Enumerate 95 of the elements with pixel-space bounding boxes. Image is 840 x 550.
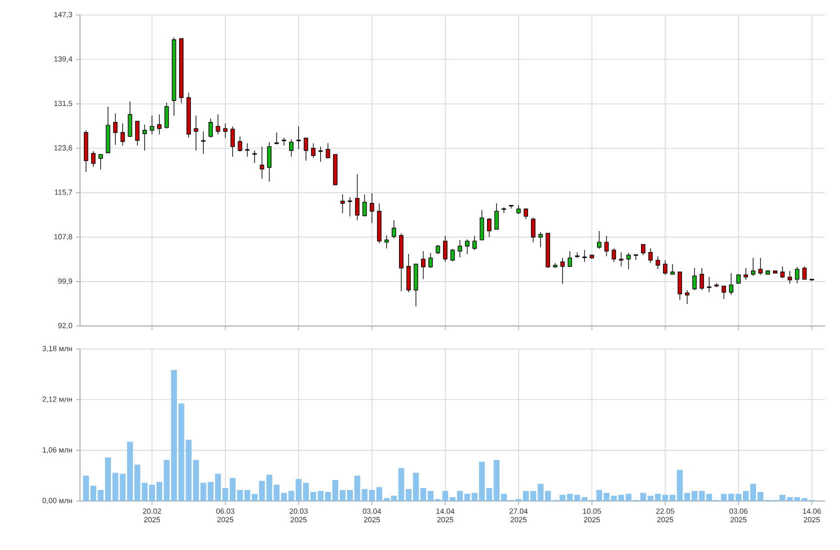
candlestick bbox=[692, 268, 697, 290]
candlestick bbox=[524, 208, 528, 220]
candlestick bbox=[128, 101, 132, 138]
candlestick bbox=[728, 272, 734, 296]
candlestick bbox=[355, 174, 360, 221]
candlestick bbox=[113, 113, 118, 146]
candlestick bbox=[318, 146, 323, 162]
candlestick bbox=[509, 204, 514, 209]
candlestick bbox=[663, 260, 668, 276]
candlestick bbox=[362, 194, 367, 217]
candlestick bbox=[399, 232, 404, 292]
candlestick bbox=[750, 258, 756, 276]
candlestick bbox=[348, 196, 352, 217]
candlestick bbox=[553, 262, 558, 268]
candlestick bbox=[494, 203, 499, 230]
candlestick bbox=[546, 232, 550, 268]
candlestick bbox=[678, 272, 682, 300]
candlestick bbox=[230, 126, 235, 158]
candlestick bbox=[480, 210, 484, 240]
candlestick bbox=[333, 154, 338, 186]
candlestick bbox=[91, 150, 96, 168]
candlestick bbox=[223, 123, 228, 138]
candlestick bbox=[238, 136, 242, 152]
candlestick bbox=[267, 142, 272, 182]
candlestick bbox=[106, 106, 110, 154]
candlestick bbox=[802, 266, 807, 280]
candlestick bbox=[722, 286, 726, 300]
candlestick bbox=[619, 252, 624, 267]
candlestick bbox=[98, 154, 103, 170]
candlestick bbox=[670, 264, 675, 276]
candlestick bbox=[304, 137, 308, 161]
candlestick bbox=[340, 194, 345, 214]
candlestick bbox=[450, 248, 455, 262]
candlestick bbox=[516, 204, 521, 214]
candlestick bbox=[597, 230, 602, 250]
candlestick bbox=[436, 244, 440, 254]
candlestick bbox=[414, 264, 418, 307]
candlestick bbox=[311, 142, 316, 158]
candlestick bbox=[421, 250, 426, 280]
candlestick bbox=[604, 236, 609, 257]
candlestick bbox=[575, 252, 580, 258]
candlestick bbox=[179, 38, 184, 104]
candlestick bbox=[685, 290, 690, 304]
candlestick bbox=[706, 276, 712, 293]
candlestick bbox=[487, 218, 492, 238]
candlestick bbox=[164, 102, 169, 129]
candlestick bbox=[135, 120, 140, 146]
candlestick bbox=[648, 248, 653, 264]
candlestick bbox=[296, 126, 301, 150]
candlestick bbox=[641, 244, 646, 256]
candlestick bbox=[772, 270, 778, 274]
candlestick bbox=[531, 217, 536, 243]
candlestick bbox=[634, 254, 638, 261]
candlestick bbox=[656, 256, 660, 270]
candlestick bbox=[260, 146, 264, 179]
candlestick bbox=[472, 236, 477, 250]
candlestick bbox=[208, 118, 213, 138]
candlestick bbox=[538, 232, 543, 248]
candlestick bbox=[736, 274, 741, 284]
candlestick bbox=[326, 142, 330, 159]
candlestick bbox=[465, 239, 470, 254]
candlestick bbox=[370, 192, 374, 224]
candlestick bbox=[766, 270, 770, 275]
candlestick bbox=[744, 268, 748, 280]
candlestick bbox=[406, 254, 411, 293]
candlestick bbox=[84, 130, 88, 172]
candlestick bbox=[788, 270, 792, 284]
candlestick bbox=[443, 236, 448, 262]
candlestick bbox=[428, 252, 433, 268]
candlestick bbox=[758, 258, 763, 276]
candlestick bbox=[150, 115, 154, 135]
candlestick bbox=[560, 258, 565, 284]
candlestick bbox=[252, 150, 257, 164]
candlestick bbox=[186, 92, 191, 138]
candlestick bbox=[157, 114, 162, 135]
candlestick bbox=[194, 115, 198, 151]
candlestick bbox=[216, 114, 220, 135]
candlestick bbox=[172, 37, 176, 116]
candlestick bbox=[590, 254, 594, 260]
candlestick bbox=[612, 248, 616, 262]
candlestick bbox=[377, 203, 382, 244]
candlestick bbox=[289, 138, 294, 158]
candlestick bbox=[700, 268, 704, 290]
candlestick bbox=[120, 123, 125, 146]
candlestick bbox=[274, 132, 279, 145]
candlestick bbox=[458, 240, 462, 258]
candlestick bbox=[392, 220, 396, 239]
candlestick bbox=[582, 250, 587, 262]
candlestick bbox=[282, 137, 286, 146]
candlestick bbox=[626, 252, 631, 270]
candlestick bbox=[794, 266, 800, 284]
candlestick bbox=[142, 124, 147, 151]
candlestick bbox=[568, 250, 572, 268]
candlestick bbox=[780, 266, 785, 279]
candlestick bbox=[384, 235, 389, 249]
